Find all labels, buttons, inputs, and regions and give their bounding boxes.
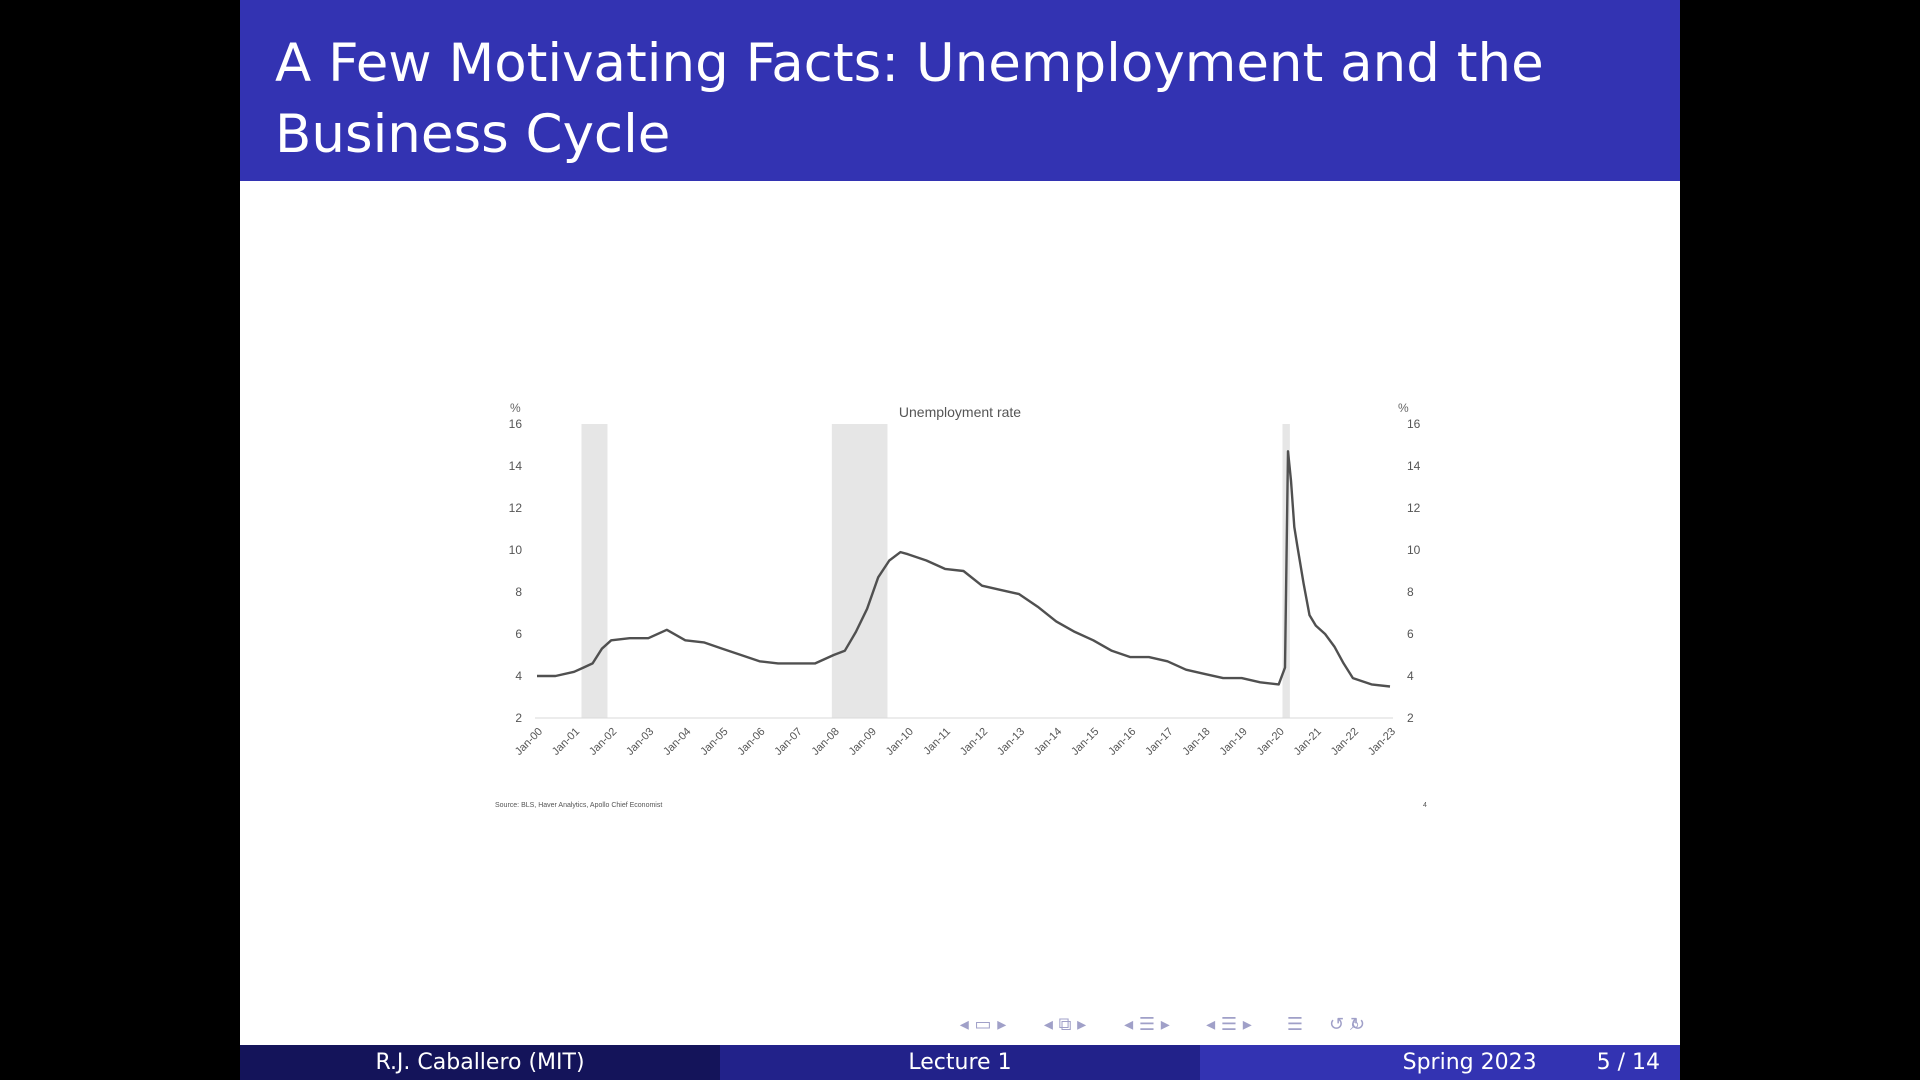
x-tick-jan-09: Jan-09 bbox=[847, 726, 879, 758]
chart-page-note: 4 bbox=[1423, 802, 1427, 809]
x-tick-jan-17: Jan-17 bbox=[1143, 726, 1175, 758]
x-tick-jan-08: Jan-08 bbox=[810, 726, 842, 758]
y-tick-left-14: 14 bbox=[509, 459, 523, 473]
nav-section-icon[interactable]: ◂ ⧉ ▸ bbox=[1043, 1013, 1087, 1035]
nav-sub-subsection-icon[interactable]: ◂ ☰ ▸ bbox=[1206, 1013, 1252, 1035]
nav-toc-icon[interactable]: ☰ bbox=[1286, 1013, 1304, 1035]
recession-band-1 bbox=[581, 424, 608, 718]
y-tick-left-12: 12 bbox=[509, 501, 523, 515]
x-tick-jan-07: Jan-07 bbox=[772, 726, 804, 758]
x-tick-jan-06: Jan-06 bbox=[735, 726, 767, 758]
x-axis: Jan-00 Jan-01 Jan-02 Jan-03 Jan-04 Jan-05 Jan-… bbox=[513, 726, 1398, 758]
nav-subsection-icon[interactable]: ◂ ☰ ▸ bbox=[1124, 1013, 1170, 1035]
y-tick-right-16: 16 bbox=[1407, 417, 1421, 431]
footer-term: Spring 2023 bbox=[1402, 1050, 1537, 1075]
y-tick-right-2: 2 bbox=[1407, 711, 1414, 725]
y-axis-right: 2 4 6 8 10 12 14 16 bbox=[1407, 417, 1421, 725]
nav-frame-icon[interactable]: ◂ ▭ ▸ bbox=[959, 1013, 1007, 1035]
y-tick-left-10: 10 bbox=[509, 543, 523, 557]
y-tick-left-8: 8 bbox=[515, 585, 522, 599]
x-tick-jan-05: Jan-05 bbox=[698, 726, 730, 758]
title-bar: A Few Motivating Facts: Unemployment and… bbox=[240, 0, 1680, 181]
x-tick-jan-18: Jan-18 bbox=[1180, 726, 1212, 758]
y-tick-left-4: 4 bbox=[515, 669, 522, 683]
x-tick-jan-03: Jan-03 bbox=[624, 726, 656, 758]
nav-search-icon[interactable]: ⌕ bbox=[1349, 1013, 1361, 1035]
recession-bands bbox=[581, 424, 1290, 718]
footer-author: R.J. Caballero (MIT) bbox=[240, 1045, 720, 1080]
x-tick-jan-16: Jan-16 bbox=[1106, 726, 1138, 758]
beamer-navigation: ◂ ▭ ▸ ◂ ⧉ ▸ ◂ ☰ ▸ ◂ ☰ ▸ ☰ ↺ ↻ ⌕ bbox=[240, 1010, 1680, 1040]
x-tick-jan-23: Jan-23 bbox=[1366, 726, 1398, 758]
x-tick-jan-00: Jan-00 bbox=[513, 726, 545, 758]
footer-term-page: Spring 2023 5 / 14 bbox=[1200, 1045, 1680, 1080]
y-tick-left-2: 2 bbox=[515, 711, 522, 725]
x-tick-jan-12: Jan-12 bbox=[958, 726, 990, 758]
slide: A Few Motivating Facts: Unemployment and… bbox=[240, 0, 1680, 1080]
y-axis-right-unit: % bbox=[1398, 401, 1409, 415]
page-title: A Few Motivating Facts: Unemployment and… bbox=[275, 33, 1544, 165]
x-tick-jan-11: Jan-11 bbox=[921, 726, 953, 758]
y-tick-left-6: 6 bbox=[515, 627, 522, 641]
x-tick-jan-15: Jan-15 bbox=[1069, 726, 1101, 758]
y-tick-left-16: 16 bbox=[509, 417, 523, 431]
y-tick-right-14: 14 bbox=[1407, 459, 1421, 473]
series-line-unemployment bbox=[537, 450, 1391, 688]
x-tick-jan-22: Jan-22 bbox=[1329, 726, 1361, 758]
footer: R.J. Caballero (MIT) Lecture 1 Spring 20… bbox=[240, 1045, 1680, 1080]
x-tick-jan-01: Jan-01 bbox=[550, 726, 582, 758]
nav-back-forward-icon[interactable]: ↺ ↻ bbox=[1329, 1013, 1365, 1035]
y-axis-left: 2 4 6 8 10 12 14 16 bbox=[509, 417, 523, 725]
x-tick-jan-21: Jan-21 bbox=[1292, 726, 1324, 758]
x-tick-jan-13: Jan-13 bbox=[995, 726, 1027, 758]
footer-lecture: Lecture 1 bbox=[720, 1045, 1200, 1080]
y-tick-right-4: 4 bbox=[1407, 669, 1414, 683]
footer-page-number: 5 / 14 bbox=[1596, 1050, 1660, 1075]
y-tick-right-8: 8 bbox=[1407, 585, 1414, 599]
y-tick-right-10: 10 bbox=[1407, 543, 1421, 557]
x-tick-jan-20: Jan-20 bbox=[1255, 726, 1287, 758]
x-tick-jan-19: Jan-19 bbox=[1218, 726, 1250, 758]
chart-title: Unemployment rate bbox=[899, 404, 1021, 420]
source-note: Source: BLS, Haver Analytics, Apollo Chi… bbox=[495, 802, 662, 809]
x-tick-jan-14: Jan-14 bbox=[1032, 726, 1064, 758]
y-axis-left-unit: % bbox=[510, 401, 521, 415]
x-tick-jan-04: Jan-04 bbox=[661, 726, 693, 758]
y-tick-right-12: 12 bbox=[1407, 501, 1421, 515]
recession-band-2 bbox=[831, 424, 888, 718]
x-tick-jan-02: Jan-02 bbox=[587, 726, 619, 758]
y-tick-right-6: 6 bbox=[1407, 627, 1414, 641]
x-tick-jan-10: Jan-10 bbox=[884, 726, 916, 758]
